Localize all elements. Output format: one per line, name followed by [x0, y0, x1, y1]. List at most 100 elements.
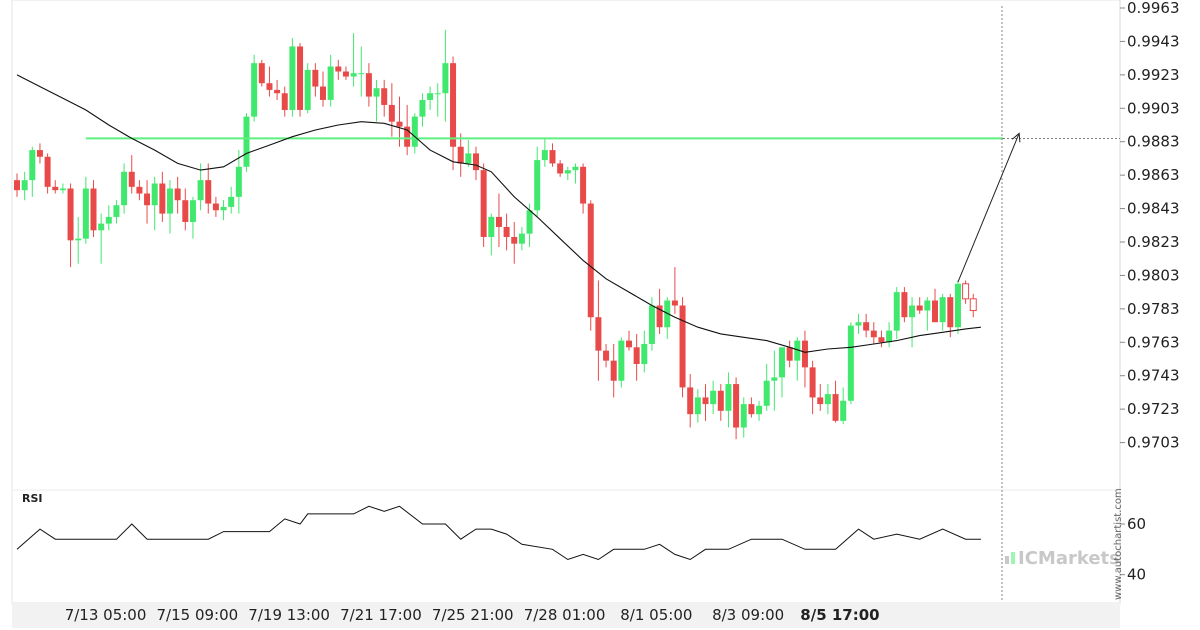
candle-body	[679, 305, 686, 388]
y-tick-label: 0.9963	[1127, 0, 1180, 17]
rsi-tick-label: 40	[1127, 566, 1146, 584]
candle-body	[909, 305, 916, 318]
candle-body	[44, 156, 51, 187]
x-tick-label: 7/28 01:00	[524, 606, 606, 624]
candle-body	[580, 166, 587, 204]
y-tick-label: 0.9823	[1127, 233, 1180, 251]
candle-body	[702, 397, 709, 405]
candle-body	[90, 188, 97, 231]
candle-body	[358, 73, 365, 75]
x-tick-label: 7/25 21:00	[432, 606, 514, 624]
candle-body	[893, 292, 900, 331]
x-tick-label: 8/1 05:00	[620, 606, 692, 624]
candle-body	[824, 394, 831, 405]
candle-body	[457, 146, 464, 164]
candle-body	[939, 297, 946, 323]
candle-body	[442, 63, 449, 94]
forecast-arrow	[957, 133, 1020, 283]
candle-body	[342, 71, 349, 77]
candle-body	[197, 180, 204, 201]
candle-body	[75, 238, 82, 241]
brand-logo-bar	[1005, 556, 1009, 564]
candle-body	[541, 150, 548, 161]
candle-body	[212, 203, 219, 211]
candle-body	[205, 180, 212, 204]
candle-body	[105, 216, 112, 224]
candle-body	[365, 73, 372, 97]
candle-body	[901, 292, 908, 318]
candle-body	[886, 330, 893, 343]
candle-body	[251, 63, 258, 117]
candle-body	[189, 200, 196, 222]
y-axis: 0.9963 0.9943 0.9923 0.9903 0.9883 0.9863 0.98…	[1120, 0, 1180, 452]
candle-body	[733, 384, 740, 428]
candle-body	[572, 166, 579, 171]
candle-body	[595, 317, 602, 351]
candle-body	[870, 330, 877, 338]
candle-body	[67, 188, 74, 241]
candle-body	[121, 171, 128, 206]
candle-body	[335, 66, 342, 72]
candle-body	[14, 180, 20, 191]
candle-body	[557, 163, 564, 174]
y-tick-label: 0.9763	[1127, 333, 1180, 351]
candle-body	[136, 186, 143, 194]
candle-body	[794, 340, 801, 361]
candle-body	[465, 153, 472, 164]
candle-body	[304, 69, 311, 110]
candle-body	[373, 88, 380, 97]
candle-body	[855, 322, 862, 326]
y-tick-label: 0.9883	[1127, 133, 1180, 151]
candle-body	[36, 150, 43, 157]
x-tick-label: 7/19 13:00	[248, 606, 330, 624]
y-tick-label: 0.9943	[1127, 32, 1180, 50]
candle-body	[167, 188, 173, 214]
y-tick-label: 0.9903	[1127, 99, 1180, 117]
candle-body	[710, 390, 717, 405]
y-tick-label: 0.9803	[1127, 266, 1180, 284]
candle-body	[128, 171, 135, 187]
candle-body	[266, 83, 273, 90]
candle-body	[817, 397, 824, 405]
candle-body	[687, 387, 694, 415]
candle-body	[618, 340, 625, 381]
candle-body	[962, 283, 970, 300]
rsi-panel: RSI 60 40	[16, 492, 1146, 584]
y-tick-label: 0.9723	[1127, 400, 1180, 418]
candle-body	[220, 206, 227, 211]
candle-body	[878, 337, 885, 343]
rsi-tick-label: 60	[1127, 515, 1146, 533]
candle-body	[434, 93, 441, 95]
moving-average-line	[16, 74, 981, 353]
x-tick-label: 8/5 17:00	[800, 606, 879, 624]
candle-body	[396, 121, 403, 127]
candle-body	[113, 205, 120, 217]
candle-body	[801, 340, 808, 368]
candle-body	[671, 300, 678, 306]
candle-body	[404, 126, 411, 147]
y-tick-label: 0.9743	[1127, 367, 1180, 385]
candle-body	[763, 380, 770, 406]
x-tick-label: 7/13 05:00	[65, 606, 147, 624]
forecast-arrowhead	[1011, 132, 1021, 143]
candle-body	[480, 170, 487, 237]
rsi-line	[16, 505, 981, 561]
candle-body	[495, 216, 502, 227]
candle-body	[947, 297, 954, 328]
candle-body	[427, 93, 434, 100]
side-watermark: www.autochartist.com	[1113, 488, 1124, 600]
brand-logo-bar	[1011, 552, 1015, 564]
candle-body	[320, 86, 326, 100]
brand-watermark: ICMarkets	[1018, 548, 1120, 569]
candle-body	[411, 116, 418, 147]
candle-body	[626, 340, 632, 348]
candle-body	[274, 89, 281, 94]
x-tick-label: 7/21 17:00	[340, 606, 422, 624]
candle-body	[381, 88, 388, 105]
candle-body	[526, 210, 533, 234]
candle-body	[511, 236, 518, 244]
candle-body	[59, 188, 66, 191]
candle-body	[916, 305, 923, 311]
candle-body	[174, 188, 181, 201]
